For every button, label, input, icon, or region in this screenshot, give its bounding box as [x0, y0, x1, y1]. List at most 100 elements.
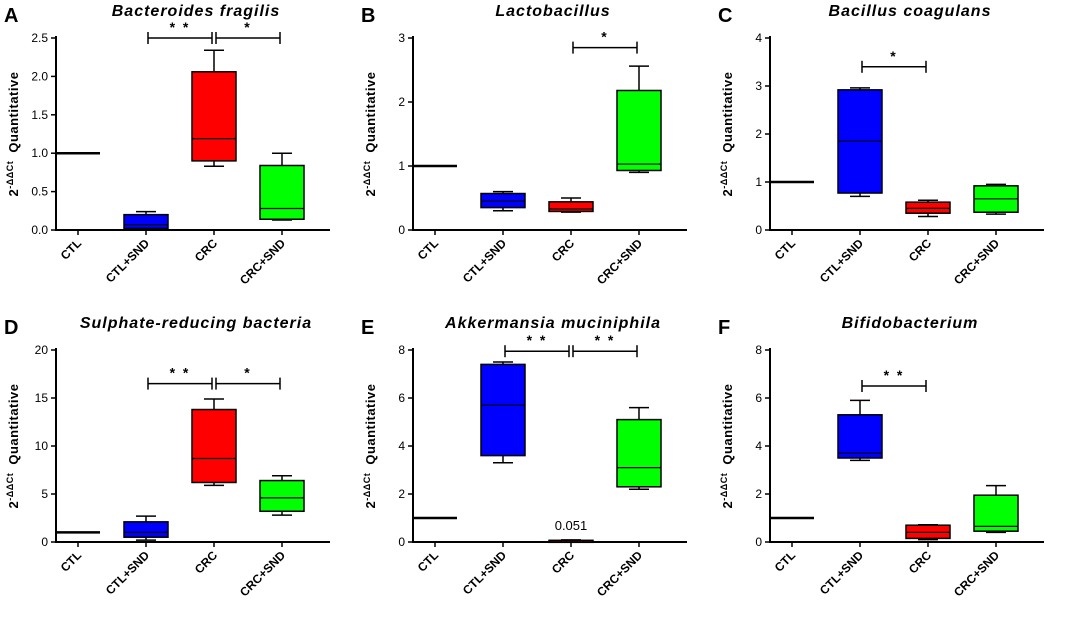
- y-label-base: 2: [720, 189, 735, 197]
- x-tick-label: CRC+SND: [594, 236, 645, 287]
- chart-A: A Bacteroides fragilis 2-ΔΔCt Quantitative…: [4, 3, 330, 287]
- box-body: [259, 164, 305, 220]
- significance-label: *: [890, 48, 897, 64]
- y-axis-label: 2-ΔΔCt Quantitative: [719, 72, 735, 197]
- significance-bracket: *: [572, 29, 638, 54]
- y-label-base: 2: [6, 501, 21, 509]
- panel-label: B: [361, 5, 375, 27]
- significance-label: *: [244, 365, 251, 381]
- y-tick-label: 0: [41, 535, 48, 549]
- box-crc-snd: [616, 406, 662, 490]
- box-ctl-snd: [837, 399, 883, 462]
- box-body: [123, 213, 169, 230]
- y-tick-label: 0: [398, 535, 405, 549]
- x-tick-label: CTL: [58, 548, 84, 574]
- y-tick-label: 4: [755, 31, 762, 45]
- y-label-text: Quantitative: [720, 72, 735, 157]
- y-axis-label: 2-ΔΔCt Quantitative: [719, 384, 735, 509]
- x-tick-label: CRC: [192, 548, 221, 577]
- x-tick-label: CTL: [772, 548, 798, 574]
- y-tick-label: 2: [755, 127, 762, 141]
- chart-title: Sulphate-reducing bacteria: [80, 315, 312, 332]
- box-crc: [905, 523, 951, 541]
- x-tick-label: CRC: [549, 236, 578, 265]
- significance-label: *: [601, 29, 608, 45]
- chart-title: Bacillus coagulans: [829, 3, 992, 20]
- y-label-superscript: -ΔΔCt: [362, 161, 372, 189]
- box-body: [191, 71, 237, 162]
- y-tick-label: 3: [398, 31, 405, 45]
- box-crc: [905, 199, 951, 218]
- y-label-superscript: -ΔΔCt: [719, 161, 729, 189]
- significance-label: * *: [170, 365, 191, 381]
- panel-A: A Bacteroides fragilis 2-ΔΔCt Quantitative…: [0, 0, 357, 312]
- panel-label: F: [718, 317, 730, 339]
- significance-bracket: * *: [504, 332, 570, 358]
- box-ctl-snd: [480, 190, 526, 212]
- y-label-superscript: -ΔΔCt: [719, 473, 729, 501]
- x-tick-label: CTL+SND: [817, 548, 867, 598]
- chart-F: F Bifidobacterium 2-ΔΔCt Quantitative 0 2 4 6 8…: [718, 315, 1044, 599]
- chart-title: Akkermansia muciniphila: [444, 315, 661, 332]
- y-tick-label: 0.5: [31, 185, 48, 199]
- y-label-text: Quantitative: [720, 384, 735, 469]
- x-tick-label: CTL: [415, 236, 441, 262]
- box-body: [905, 201, 951, 214]
- x-tick-label: CTL: [58, 236, 84, 262]
- significance-label: * *: [170, 19, 191, 35]
- x-tick-label: CRC: [549, 548, 578, 577]
- box-crc-snd: [973, 183, 1019, 215]
- y-label-superscript: -ΔΔCt: [5, 161, 15, 189]
- significance-label: *: [244, 19, 251, 35]
- y-tick-label: 2: [398, 95, 405, 109]
- y-tick-label: 8: [398, 343, 405, 357]
- y-tick-label: 0: [398, 223, 405, 237]
- box-crc-snd: [616, 65, 662, 174]
- x-tick-label: CRC+SND: [237, 236, 288, 287]
- significance-bracket: * *: [572, 332, 638, 358]
- x-tick-label: CTL+SND: [460, 548, 510, 598]
- panel-label: E: [361, 317, 374, 339]
- chart-title: Bifidobacterium: [842, 315, 979, 332]
- y-tick-label: 8: [755, 343, 762, 357]
- box-body: [616, 418, 662, 488]
- significance-bracket: *: [861, 48, 927, 73]
- significance-bracket: *: [215, 365, 281, 390]
- y-tick-label: 4: [755, 439, 762, 453]
- box-crc: [548, 197, 594, 213]
- y-tick-label: 2.0: [31, 69, 48, 83]
- y-tick-label: 6: [755, 391, 762, 405]
- significance-label: * *: [527, 332, 548, 348]
- box-ctl-snd: [480, 361, 526, 464]
- x-tick-label: CRC+SND: [951, 236, 1002, 287]
- box-body: [548, 201, 594, 213]
- box-ctl-snd: [123, 515, 169, 541]
- panel-label: A: [4, 5, 18, 27]
- y-tick-label: 2: [755, 487, 762, 501]
- y-tick-label: 0: [755, 223, 762, 237]
- significance-bracket: * *: [147, 19, 213, 44]
- y-label-superscript: -ΔΔCt: [5, 473, 15, 501]
- box-ctl-snd: [123, 210, 169, 231]
- box-crc: [548, 539, 594, 544]
- y-label-text: Quantitative: [363, 72, 378, 157]
- y-tick-label: 0: [755, 535, 762, 549]
- y-tick-label: 1.5: [31, 108, 48, 122]
- panel-F: F Bifidobacterium 2-ΔΔCt Quantitative 0 2 4 6 8…: [714, 312, 1071, 624]
- box-crc: [191, 398, 237, 487]
- y-tick-label: 10: [35, 439, 49, 453]
- panel-E: E Akkermansia muciniphila 2-ΔΔCt Quantitat…: [357, 312, 714, 624]
- y-label-text: Quantitative: [6, 72, 21, 157]
- box-crc-snd: [259, 152, 305, 221]
- box-body: [616, 89, 662, 172]
- x-tick-label: CTL+SND: [817, 236, 867, 286]
- significance-label: * *: [595, 332, 616, 348]
- x-tick-label: CTL: [772, 236, 798, 262]
- y-axis-label: 2-ΔΔCt Quantitative: [5, 384, 21, 509]
- y-tick-label: 4: [398, 439, 405, 453]
- y-tick-label: 0.0: [31, 223, 48, 237]
- y-tick-label: 6: [398, 391, 405, 405]
- box-body: [480, 192, 526, 209]
- y-tick-label: 3: [755, 79, 762, 93]
